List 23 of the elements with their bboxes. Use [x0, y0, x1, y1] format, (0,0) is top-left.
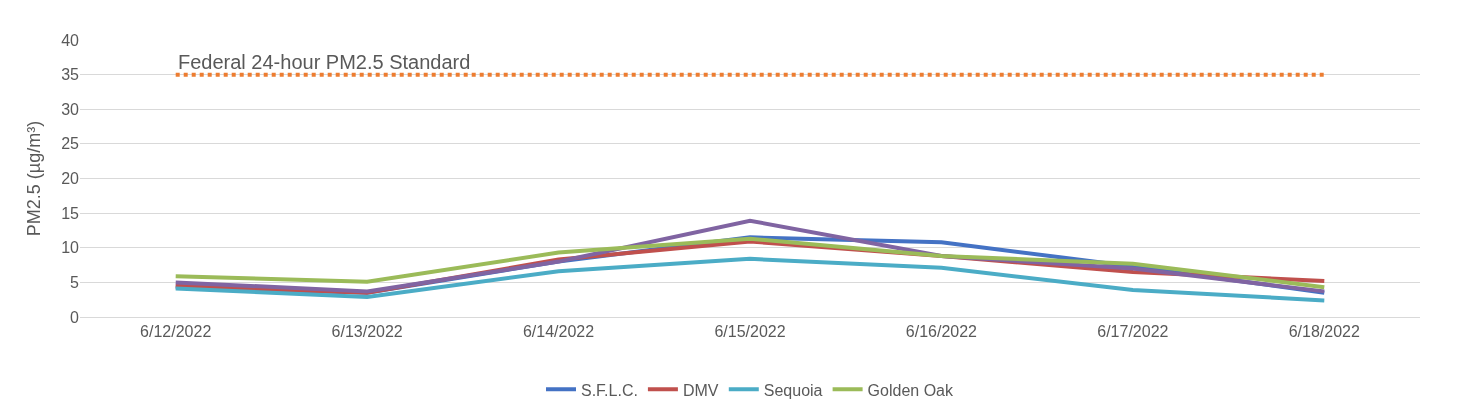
y-tick-label: 0	[70, 308, 80, 326]
legend-label: Golden Oak	[867, 381, 954, 399]
y-tick-label: 10	[61, 239, 80, 257]
legend-label: S.F.L.C.	[581, 381, 638, 399]
x-tick-label: 6/14/2022	[522, 323, 595, 341]
x-tick-label: 6/12/2022	[140, 323, 212, 341]
x-tick-label: 6/13/2022	[331, 323, 403, 341]
y-tick-label: 5	[70, 273, 80, 291]
y-tick-label: 20	[61, 170, 80, 188]
line-series	[173, 256, 1327, 303]
x-tick-label: 6/16/2022	[905, 323, 978, 341]
y-tick-label: 25	[61, 135, 80, 153]
y-tick-label: 15	[61, 204, 80, 222]
x-tick-label: 6/15/2022	[714, 323, 786, 341]
legend-label: DMV	[682, 381, 719, 399]
y-tick-label: 35	[61, 66, 80, 84]
ref-line-label: Federal 24-hour PM2.5 Standard	[178, 51, 471, 73]
x-tick-label: 6/18/2022	[1288, 323, 1360, 341]
x-tick-label: 6/17/2022	[1097, 323, 1169, 341]
y-axis-title: PM2.5 (µg/m³)	[24, 120, 45, 237]
legend-label: Sequoia	[763, 381, 823, 399]
y-tick-label: 30	[61, 100, 80, 118]
y-tick-label: 40	[61, 31, 80, 49]
